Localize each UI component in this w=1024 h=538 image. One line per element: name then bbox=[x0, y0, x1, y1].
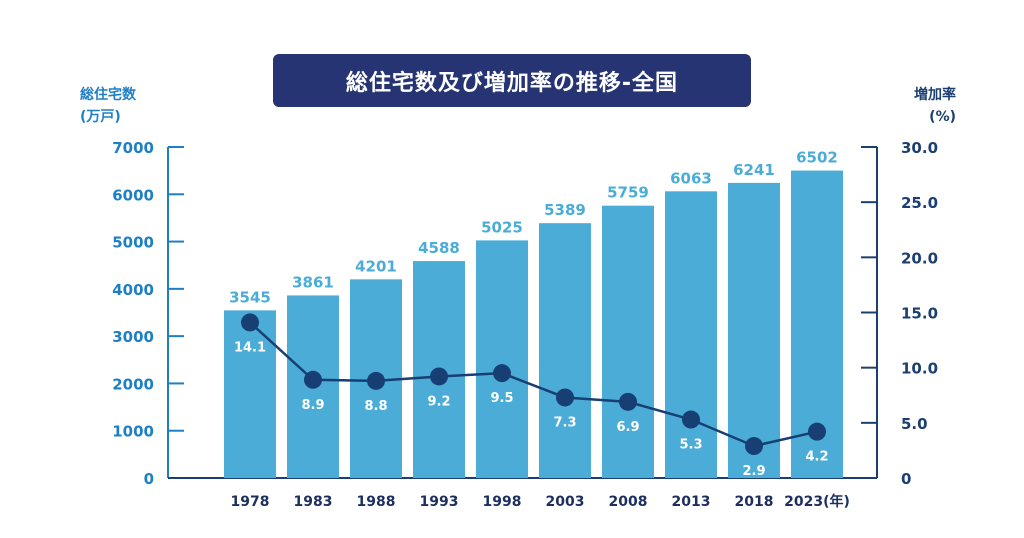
rate-value-label: 8.8 bbox=[364, 399, 387, 414]
rate-value-label: 8.9 bbox=[301, 398, 324, 413]
rate-value-label: 5.3 bbox=[679, 438, 702, 453]
x-axis-tick-label: 2003 bbox=[546, 494, 585, 510]
left-axis-tick-label: 2000 bbox=[112, 375, 154, 393]
bar-value-label: 4201 bbox=[355, 257, 397, 275]
right-axis-tick-label: 0 bbox=[901, 470, 911, 488]
rate-point bbox=[808, 422, 826, 441]
bar bbox=[665, 191, 717, 479]
chart-title: 総住宅数及び増加率の推移-全国 bbox=[273, 54, 751, 107]
rate-point bbox=[304, 370, 322, 389]
bar bbox=[539, 223, 591, 478]
rate-value-label: 9.5 bbox=[490, 391, 513, 406]
left-axis-tick-label: 5000 bbox=[112, 234, 154, 252]
right-axis-tick-label: 25.0 bbox=[901, 194, 938, 212]
rate-point bbox=[682, 410, 700, 429]
left-axis-tick-label: 7000 bbox=[112, 139, 154, 157]
bar-value-label: 6063 bbox=[670, 169, 712, 187]
left-axis-tick-label: 6000 bbox=[112, 186, 154, 204]
left-axis-tick-label: 1000 bbox=[112, 423, 154, 441]
bar-value-label: 5759 bbox=[607, 184, 649, 202]
bar bbox=[476, 240, 528, 478]
bar-value-label: 5025 bbox=[481, 218, 523, 236]
right-axis-title: 増加率 (%) bbox=[914, 84, 956, 128]
bar-value-label: 4588 bbox=[418, 239, 460, 257]
x-axis-tick-label: 1993 bbox=[420, 494, 459, 510]
rate-point bbox=[619, 392, 637, 411]
right-axis-tick-label: 15.0 bbox=[901, 305, 938, 323]
rate-point bbox=[493, 364, 511, 383]
bar bbox=[224, 310, 276, 478]
bar-value-label: 3861 bbox=[292, 273, 334, 291]
bar-value-label: 6241 bbox=[733, 161, 775, 179]
rate-point bbox=[430, 367, 448, 386]
left-axis-title-line1: 総住宅数 bbox=[80, 87, 136, 103]
x-axis-tick-label: 2008 bbox=[609, 494, 648, 510]
left-axis-title: 総住宅数 (万戸) bbox=[80, 84, 136, 128]
rate-value-label: 9.2 bbox=[427, 394, 450, 409]
bar-value-label: 3545 bbox=[229, 288, 271, 306]
rate-value-label: 6.9 bbox=[616, 420, 639, 435]
left-axis-tick-label: 0 bbox=[144, 470, 154, 488]
x-axis-tick-label: 2013 bbox=[672, 494, 711, 510]
rate-value-label: 7.3 bbox=[553, 415, 576, 430]
right-axis-title-line2: (%) bbox=[929, 109, 956, 125]
rate-value-label: 2.9 bbox=[742, 464, 765, 479]
rate-value-label: 4.2 bbox=[805, 450, 828, 465]
rate-point bbox=[241, 313, 259, 332]
left-axis-tick-label: 3000 bbox=[112, 328, 154, 346]
x-axis-tick-label: 1998 bbox=[483, 494, 522, 510]
right-axis-tick-label: 20.0 bbox=[901, 249, 938, 267]
x-axis-tick-label: 2023(年) bbox=[784, 493, 850, 510]
rate-value-label: 14.1 bbox=[234, 340, 266, 355]
rate-point bbox=[556, 388, 574, 407]
right-axis-tick-label: 10.0 bbox=[901, 360, 938, 378]
right-axis-title-line1: 増加率 bbox=[914, 87, 956, 103]
bar bbox=[728, 182, 780, 478]
x-axis-tick-label: 1978 bbox=[231, 494, 270, 510]
x-axis-tick-label: 1988 bbox=[357, 494, 396, 510]
rate-point bbox=[367, 371, 385, 390]
x-axis-tick-label: 2018 bbox=[735, 494, 774, 510]
bar-value-label: 5389 bbox=[544, 201, 586, 219]
right-axis-tick-label: 30.0 bbox=[901, 139, 938, 157]
x-axis-tick-label: 1983 bbox=[294, 494, 333, 510]
left-axis-tick-label: 4000 bbox=[112, 281, 154, 299]
rate-point bbox=[745, 437, 763, 456]
bar bbox=[602, 205, 654, 478]
bar-value-label: 6502 bbox=[796, 149, 838, 167]
right-axis-tick-label: 5.0 bbox=[901, 415, 928, 433]
rate-line bbox=[249, 321, 818, 448]
left-axis-title-line2: (万戸) bbox=[80, 109, 121, 125]
